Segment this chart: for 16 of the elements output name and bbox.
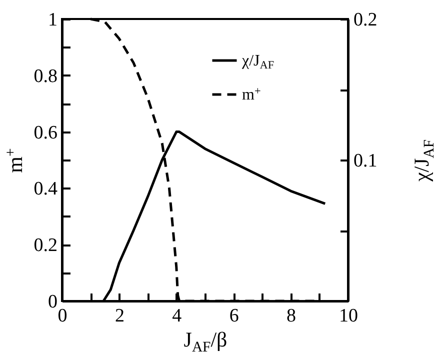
- x-tick-label: 10: [339, 306, 358, 326]
- y-tick-label: 0.2: [34, 235, 58, 256]
- y2-tick-label: 0.2: [354, 10, 378, 30]
- legend-label: m$^{+}$: [242, 86, 261, 104]
- x-tick-label: 4: [172, 306, 182, 326]
- x-tick-label: 2: [114, 306, 124, 326]
- legend-label: χ/J$_{AF}$: [241, 52, 274, 72]
- y-tick-label: 1: [48, 10, 58, 30]
- y-tick-label: 0: [48, 292, 58, 312]
- y-tick-label: 0.6: [34, 122, 58, 144]
- y-tick-label: 0.4: [34, 178, 58, 200]
- x-tick-label: 6: [229, 306, 239, 326]
- y-tick-label: 0.8: [34, 66, 58, 87]
- x-axis-title: J$_{AF}$/β: [184, 328, 228, 355]
- x-tick-label: 8: [286, 306, 296, 326]
- y2-tick-label: 0.1: [354, 150, 378, 172]
